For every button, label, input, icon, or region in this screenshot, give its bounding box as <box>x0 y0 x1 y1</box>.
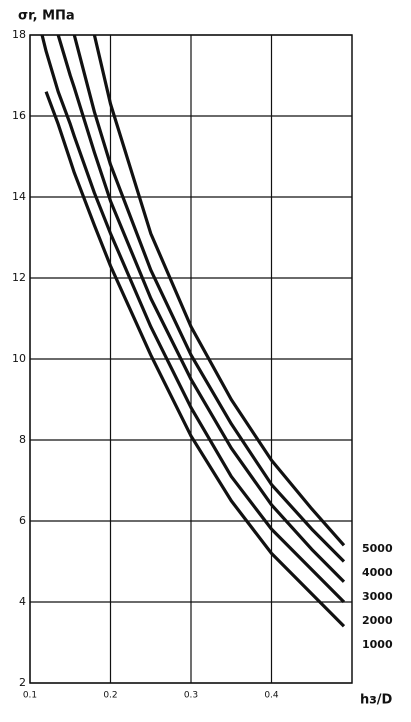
y-tick-label: 18 <box>12 28 26 41</box>
x-tick-label: 0.2 <box>103 691 117 701</box>
series-label: 5000 <box>362 542 393 555</box>
series-label: 1000 <box>362 638 393 651</box>
data-line <box>40 34 346 604</box>
y-tick-label: 10 <box>12 352 26 365</box>
data-line <box>44 91 346 628</box>
x-tick-label: 0.3 <box>184 691 198 701</box>
series-label: 4000 <box>362 566 393 579</box>
y-tick-label: 14 <box>12 190 26 203</box>
series-label: 3000 <box>362 590 393 603</box>
y-tick-label: 8 <box>19 433 26 446</box>
y-tick-label: 6 <box>19 514 26 527</box>
data-line <box>56 34 346 583</box>
series-label: 2000 <box>362 614 393 627</box>
x-tick-label: 0.1 <box>23 691 37 701</box>
data-line <box>92 34 346 547</box>
y-axis-label: σr, МПа <box>18 9 75 24</box>
y-tick-label: 16 <box>12 109 26 122</box>
data-line <box>72 34 346 563</box>
y-tick-label: 4 <box>19 595 26 608</box>
x-axis-label: hз/D <box>360 693 393 708</box>
y-tick-label: 2 <box>19 676 26 689</box>
y-tick-label: 12 <box>12 271 26 284</box>
x-tick-label: 0.4 <box>264 691 279 701</box>
